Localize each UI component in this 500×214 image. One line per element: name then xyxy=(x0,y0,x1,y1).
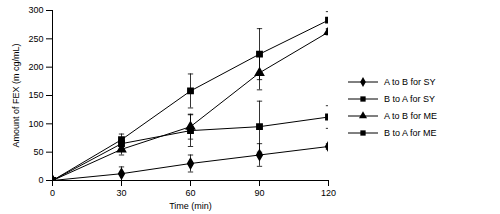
svg-text:Amount of FEX (m cg/mL): Amount of FEX (m cg/mL) xyxy=(11,43,21,147)
svg-text:Time (min): Time (min) xyxy=(169,201,212,211)
svg-text:200: 200 xyxy=(28,62,43,72)
svg-text:0: 0 xyxy=(38,175,43,185)
html-text:A to B for SY: A to B for SY xyxy=(384,76,436,87)
svg-text:0: 0 xyxy=(50,188,55,198)
svg-text:60: 60 xyxy=(185,188,195,198)
svg-text:300: 300 xyxy=(28,5,43,15)
svg-text:50: 50 xyxy=(33,147,43,157)
svg-text:90: 90 xyxy=(254,188,264,198)
svg-text:150: 150 xyxy=(28,90,43,100)
svg-text:100: 100 xyxy=(28,119,43,129)
html-text:B to A for ME: B to A for ME xyxy=(384,127,437,138)
svg-text:120: 120 xyxy=(321,188,336,198)
html-text:A to B for ME: A to B for ME xyxy=(384,110,437,121)
html-text:B to A for SY: B to A for SY xyxy=(384,93,435,104)
svg-text:30: 30 xyxy=(116,188,126,198)
svg-text:250: 250 xyxy=(28,34,43,44)
